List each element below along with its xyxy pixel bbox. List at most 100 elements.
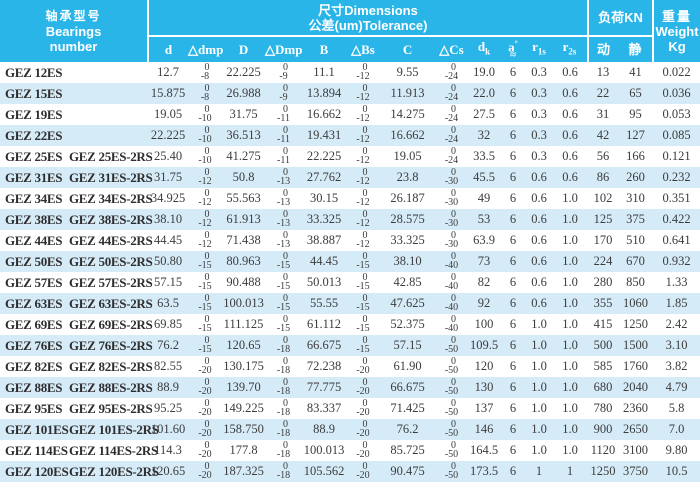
cell-d: 95.25 <box>153 401 183 415</box>
dimensions-tolerance-header: 尺寸Dimensions 公差(um)Tolerance) <box>148 0 589 37</box>
cell-load_dyn: 900 <box>588 419 619 440</box>
cell-r2s: 1.0 <box>552 251 589 272</box>
cell-load_stat: 1760 <box>623 359 649 373</box>
tolerance-stack: 0 -24 <box>444 62 459 82</box>
cell-a: 6 <box>500 83 527 104</box>
cell-dmp: 0 -20 <box>188 356 222 377</box>
cell-model2: GEZ 88ES-2RS <box>64 377 153 398</box>
tolerance-stack: 0 -12 <box>356 104 370 124</box>
cell-weight: 0.121 <box>662 149 691 163</box>
cell-Dmp: 0 -11 <box>265 146 302 167</box>
cell-C: 42.85 <box>393 275 422 289</box>
cell-Bs: 0 -15 <box>346 251 381 272</box>
cell-a: 6 <box>500 209 527 230</box>
cell-Cs: 0 -50 <box>435 335 469 356</box>
cell-Bs: 0 -15 <box>346 272 380 293</box>
tolerance-stack: 0 -9 <box>279 83 289 103</box>
cell-model: GEZ 114ES <box>5 442 68 458</box>
table-body: GEZ 12ES 12.7 0 -8 22.225 0 -9 11.1 0 -12 9.55 0 -24… <box>0 62 700 482</box>
cell-load_stat: 850 <box>626 275 645 289</box>
col-header-a: a° ≈ <box>500 36 527 62</box>
cell-Bs: 0 -12 <box>346 104 380 125</box>
table-row: GEZ 114ES GEZ 114ES-2RS 114.3 0 -20 177.8 0 -18… <box>0 440 700 461</box>
cell-weight: 0.641 <box>662 233 691 247</box>
table-row: GEZ 25ES GEZ 25ES-2RS 25.40 0 -10 41.275 0 -11 2… <box>0 146 700 167</box>
tolerance-stack: 0 -11 <box>277 125 290 145</box>
cell-dmp: 0 -8 <box>188 83 223 104</box>
cell-D: 158.750 <box>222 419 266 440</box>
tolerance-stack: 0 -12 <box>198 230 212 250</box>
cell-load_stat: 3750 <box>618 461 654 482</box>
cell-Cs: 0 -24 <box>435 146 468 167</box>
tolerance-stack: 0 -20 <box>356 461 370 481</box>
cell-dmp: 0 -8 <box>188 62 222 83</box>
cell-C: 66.675 <box>380 377 436 398</box>
cell-Cs: 0 -40 <box>435 293 469 314</box>
cell-weight: 0.085 <box>653 125 700 146</box>
bearings-number-header: 轴承型号 Bearings number <box>0 0 150 62</box>
cell-D: 130.175 <box>223 359 264 373</box>
tolerance-stack: 0 -18 <box>276 377 291 397</box>
cell-dk: 33.5 <box>473 149 495 163</box>
tolerance-stack: 0 -18 <box>276 419 291 439</box>
cell-model2: GEZ 63ES-2RS <box>64 293 153 314</box>
col-header-dynamic-load: 动 <box>587 36 619 62</box>
cell-model2 <box>64 62 148 83</box>
cell-dmp: 0 -15 <box>188 293 223 314</box>
cell-a: 6 <box>500 167 527 188</box>
tolerance-stack: 0 -30 <box>444 167 459 187</box>
cell-Cs: 0 -50 <box>435 419 469 440</box>
cell-B: 83.337 <box>306 401 342 415</box>
table-row: GEZ 50ES GEZ 50ES-2RS 50.80 0 -15 80.963 0 -15 4… <box>0 251 700 272</box>
cell-model: GEZ 38ES <box>0 209 64 230</box>
cell-d: 22.225 <box>148 125 189 146</box>
cell-d: 82.55 <box>153 359 183 373</box>
cell-B: 30.15 <box>309 191 339 205</box>
cell-a: 6 <box>509 233 517 247</box>
cell-dmp: 0 -12 <box>188 167 223 188</box>
cell-Dmp: 0 -18 <box>265 356 302 377</box>
cell-model: GEZ 50ES <box>0 251 64 272</box>
cell-D: 111.125 <box>223 317 264 331</box>
cell-r2s: 0.6 <box>562 65 578 79</box>
cell-r1s: 0.3 <box>526 125 553 146</box>
cell-dmp: 0 -20 <box>188 461 223 482</box>
cell-a: 6 <box>500 377 527 398</box>
cell-load_stat: 375 <box>618 209 654 230</box>
cell-load_stat: 260 <box>618 167 654 188</box>
cell-Cs: 0 -30 <box>435 188 468 209</box>
cell-Cs: 0 -40 <box>435 251 469 272</box>
cell-r2s: 1.0 <box>552 209 589 230</box>
cell-load_dyn: 1250 <box>588 461 619 482</box>
table-row: GEZ 69ES GEZ 69ES-2RS 69.85 0 -15 111.125 0 -15… <box>0 314 700 335</box>
cell-model: GEZ 25ES <box>5 148 63 164</box>
cell-r1s: 0.6 <box>531 233 547 247</box>
tolerance-stack: 0 -13 <box>276 188 291 208</box>
table-row: GEZ 95ES GEZ 95ES-2RS 95.25 0 -20 149.225 0 -18… <box>0 398 700 419</box>
tolerance-stack: 0 -20 <box>198 377 212 397</box>
cell-a: 6 <box>509 149 517 163</box>
a-base: a <box>508 39 515 55</box>
tolerance-stack: 0 -8 <box>200 83 210 103</box>
cell-model: GEZ 44ES <box>5 232 63 248</box>
cell-Bs: 0 -15 <box>346 314 380 335</box>
cell-r2s: 1.0 <box>562 317 578 331</box>
weight-header-unit: Kg <box>668 38 686 54</box>
cell-Dmp: 0 -15 <box>265 251 303 272</box>
tolerance-stack: 0 -20 <box>198 419 212 439</box>
cell-Bs: 0 -20 <box>346 461 381 482</box>
tolerance-stack: 0 -15 <box>198 335 212 355</box>
cell-Cs: 0 -24 <box>435 125 469 146</box>
cell-load_stat: 2650 <box>618 419 654 440</box>
cell-dk: 137 <box>474 401 494 415</box>
tolerance-stack: 0 -12 <box>356 146 370 166</box>
cell-Dmp: 0 -18 <box>265 377 303 398</box>
cell-Bs: 0 -12 <box>346 146 380 167</box>
tolerance-stack: 0 -10 <box>198 104 212 124</box>
cell-weight: 1.33 <box>665 275 688 289</box>
cell-Cs: 0 -24 <box>435 104 468 125</box>
cell-C: 9.55 <box>396 65 419 79</box>
cell-C: 23.8 <box>380 167 436 188</box>
cell-weight: 1.85 <box>653 293 700 314</box>
tolerance-stack: 0 -30 <box>444 230 459 250</box>
